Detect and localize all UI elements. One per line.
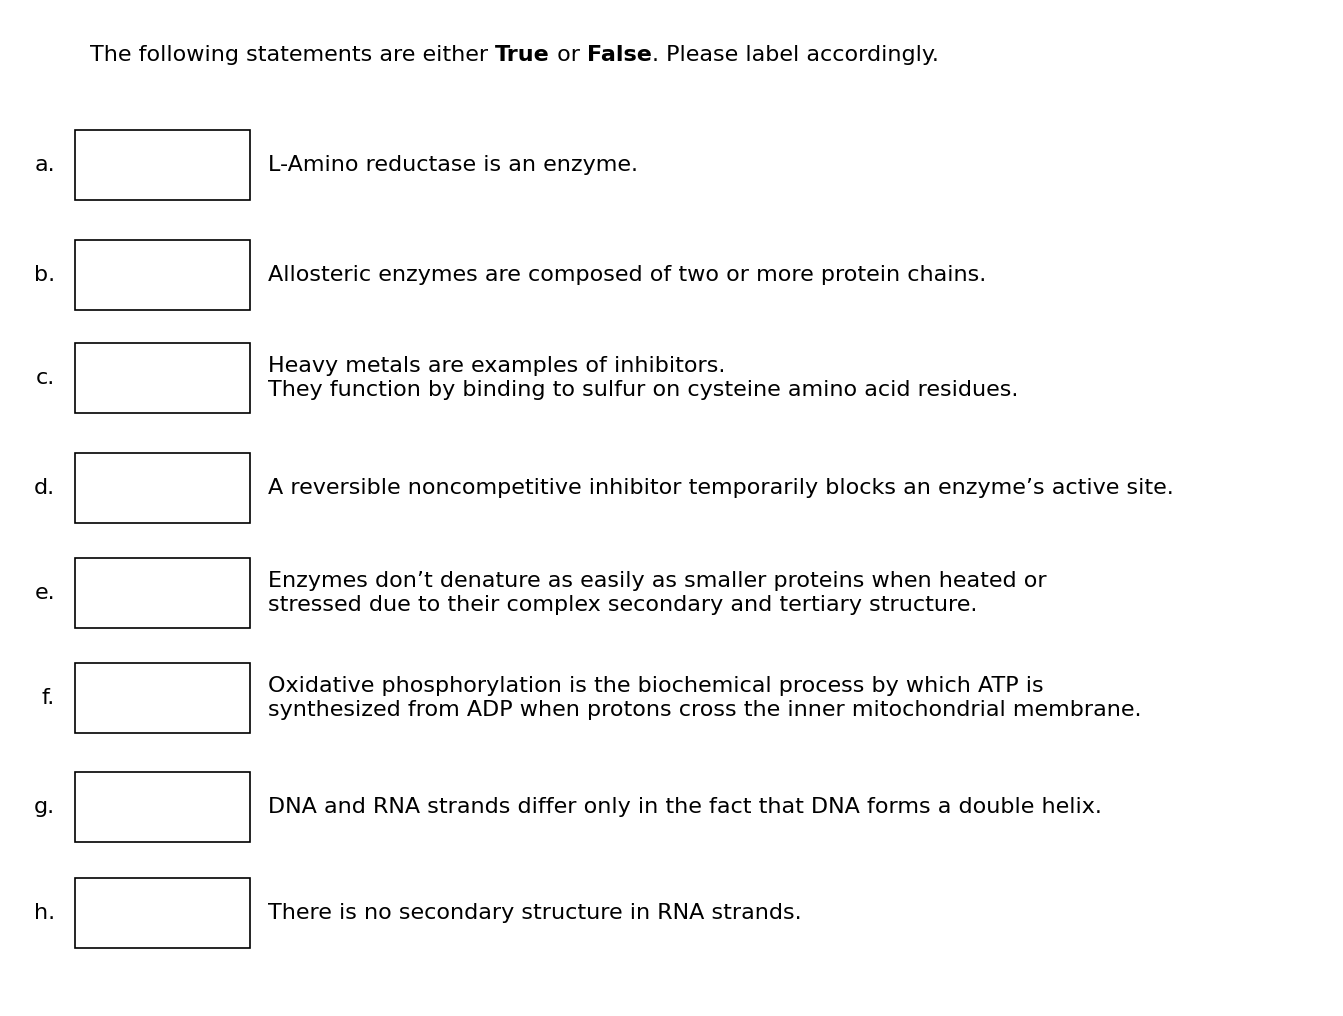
Bar (75, 878, 250, 948)
Text: There is no secondary structure in RNA strands.: There is no secondary structure in RNA s… (269, 903, 802, 923)
Text: True: True (496, 45, 551, 65)
Text: stressed due to their complex secondary and tertiary structure.: stressed due to their complex secondary … (269, 595, 978, 615)
Bar (75, 453, 250, 523)
Bar (75, 663, 250, 733)
Text: or: or (551, 45, 587, 65)
Text: False: False (587, 45, 651, 65)
Text: synthesized from ADP when protons cross the inner mitochondrial membrane.: synthesized from ADP when protons cross … (269, 700, 1142, 720)
Text: c.: c. (36, 368, 55, 388)
Text: . Please label accordingly.: . Please label accordingly. (651, 45, 939, 65)
Text: e.: e. (35, 583, 55, 604)
Text: They function by binding to sulfur on cysteine amino acid residues.: They function by binding to sulfur on cy… (269, 380, 1018, 400)
Text: h.: h. (34, 903, 55, 923)
Text: b.: b. (34, 265, 55, 285)
Text: Allosteric enzymes are composed of two or more protein chains.: Allosteric enzymes are composed of two o… (269, 265, 986, 285)
Text: A reversible noncompetitive inhibitor temporarily blocks an enzyme’s active site: A reversible noncompetitive inhibitor te… (269, 478, 1174, 498)
Bar (75, 772, 250, 842)
Text: g.: g. (34, 797, 55, 817)
Bar (75, 240, 250, 310)
Text: d.: d. (34, 478, 55, 498)
Bar (75, 130, 250, 200)
Text: Heavy metals are examples of inhibitors.: Heavy metals are examples of inhibitors. (269, 356, 725, 376)
Text: The following statements are either: The following statements are either (90, 45, 496, 65)
Bar (75, 343, 250, 412)
Text: DNA and RNA strands differ only in the fact that DNA forms a double helix.: DNA and RNA strands differ only in the f… (269, 797, 1101, 817)
Bar (75, 558, 250, 628)
Text: L-Amino reductase is an enzyme.: L-Amino reductase is an enzyme. (269, 155, 638, 175)
Text: f.: f. (42, 688, 55, 708)
Text: a.: a. (35, 155, 55, 175)
Text: Oxidative phosphorylation is the biochemical process by which ATP is: Oxidative phosphorylation is the biochem… (269, 676, 1044, 696)
Text: Enzymes don’t denature as easily as smaller proteins when heated or: Enzymes don’t denature as easily as smal… (269, 571, 1046, 591)
